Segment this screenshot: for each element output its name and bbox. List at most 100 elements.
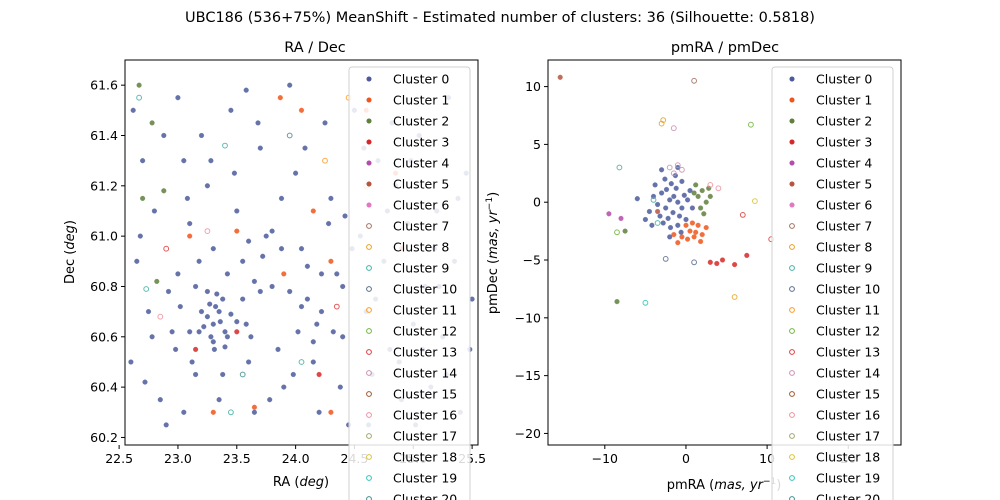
pmra-pmdec-point: [665, 215, 671, 221]
ra-dec-point: [267, 397, 273, 403]
ra-dec-point: [251, 404, 257, 410]
ra-dec-y-ticks: 60.2 60.4 60.6 60.8 61.0 61.2 61.4 61.6: [90, 78, 125, 445]
pmra-pmdec-legend-marker: [789, 202, 795, 208]
pmra-pmdec-legend-label: Cluster 13: [816, 345, 880, 360]
ra-dec-legend-marker: [366, 454, 372, 460]
ra-dec-x-tick-label: 23.5: [223, 451, 251, 466]
ra-dec-y-tick-label: 61.4: [90, 128, 118, 143]
pmra-pmdec-y-tick-label: −20: [515, 426, 541, 441]
ra-dec-legend-label: Cluster 9: [393, 261, 449, 276]
ra-dec-point: [207, 301, 213, 307]
pmra-pmdec-point: [670, 170, 677, 177]
pmra-pmdec-y-tick-label: 0: [533, 195, 541, 210]
pmra-pmdec-point: [662, 256, 669, 262]
pmra-pmdec-point: [683, 216, 689, 223]
pmra-pmdec-point: [695, 222, 701, 228]
ra-dec-point: [234, 329, 240, 335]
pmra-pmdec-point: [685, 236, 691, 242]
ra-dec-plot-frame: [124, 59, 479, 446]
pmra-pmdec-point: [679, 205, 685, 211]
ra-dec-point: [161, 132, 167, 139]
ra-dec-point: [248, 334, 254, 340]
ra-dec-point: [316, 409, 322, 415]
ra-dec-point: [204, 228, 211, 235]
ra-dec-legend-label: Cluster 6: [393, 198, 449, 213]
panel-title-pmra-pmdec: pmRA / pmDec: [671, 40, 779, 56]
pmra-pmdec-y-tick-label: −15: [515, 368, 541, 383]
ra-dec-legend-marker: [366, 328, 372, 334]
ra-dec-y-label: Dec (deg): [63, 220, 78, 284]
pmra-pmdec-legend-label: Cluster 14: [816, 366, 880, 381]
ra-dec-point: [275, 346, 281, 352]
pmra-pmdec-legend-label: Cluster 6: [816, 198, 872, 213]
pmra-pmdec-legend-label: Cluster 16: [816, 408, 880, 423]
ra-dec-point: [189, 359, 195, 365]
ra-dec-point: [169, 329, 175, 335]
ra-dec-point: [140, 158, 146, 164]
pmra-pmdec-point: [642, 216, 648, 223]
pmra-pmdec-point: [654, 220, 661, 226]
ra-dec-point: [277, 95, 283, 101]
pmra-pmdec-point: [670, 125, 677, 132]
ra-dec-point: [201, 324, 207, 330]
ra-dec-point: [163, 245, 170, 252]
ra-dec-point: [149, 120, 155, 126]
ra-dec-point: [175, 95, 181, 101]
ra-dec-point: [257, 288, 263, 295]
pmra-pmdec-point: [685, 197, 691, 203]
ra-dec-point: [193, 371, 199, 378]
pmra-pmdec-point: [714, 260, 720, 267]
pmra-pmdec-x-tick-label: 10: [759, 451, 775, 466]
pmra-pmdec-legend-marker: [789, 412, 795, 418]
pmra-pmdec-point: [660, 117, 667, 123]
pmra-pmdec-point: [691, 259, 697, 266]
pmra-pmdec-points: [557, 74, 775, 306]
pmra-pmdec-legend-marker: [789, 76, 795, 82]
ra-dec-point: [281, 271, 287, 277]
ra-dec-point: [278, 195, 285, 201]
panel-title-ra-dec: RA / Dec: [284, 40, 346, 56]
ra-dec-legend-marker: [366, 97, 372, 103]
ra-dec-point: [240, 296, 246, 302]
pmra-pmdec-legend-label: Cluster 8: [816, 240, 872, 255]
pmra-pmdec-legend-marker: [789, 265, 795, 271]
ra-dec-point: [220, 371, 226, 378]
ra-dec-legend-label: Cluster 3: [393, 135, 449, 150]
pmra-pmdec-point: [618, 215, 624, 221]
ra-dec-point: [251, 278, 257, 284]
pmra-pmdec-legend-label: Cluster 9: [816, 261, 872, 276]
pmra-pmdec-legend-label: Cluster 15: [816, 387, 880, 402]
ra-dec-point: [198, 132, 205, 139]
ra-dec-point: [328, 195, 334, 201]
pmra-pmdec-point: [681, 192, 687, 198]
ra-dec-point: [204, 183, 210, 189]
ra-dec-legend-marker: [366, 160, 372, 166]
ra-dec-point: [342, 213, 348, 219]
legend-ra-dec: Cluster 0 Cluster 1 Cluster 2 Cluster 3 Clus…: [348, 66, 471, 500]
pmra-pmdec-legend-label: Cluster 18: [816, 450, 880, 465]
ra-dec-point: [211, 346, 217, 352]
ra-dec-point: [193, 283, 199, 290]
ra-dec-point: [240, 258, 246, 264]
ra-dec-point: [290, 371, 296, 378]
pmra-pmdec-legend-marker: [789, 286, 795, 292]
ra-dec-point: [304, 263, 310, 269]
ra-dec-point: [298, 107, 305, 113]
ra-dec-point: [228, 409, 234, 416]
ra-dec-legend-marker: [366, 139, 372, 145]
ra-dec-legend-marker: [366, 118, 372, 124]
ra-dec-point: [154, 278, 160, 284]
ra-dec-point: [208, 158, 214, 164]
pmra-pmdec-point: [614, 299, 620, 305]
pmra-pmdec-point: [671, 232, 677, 238]
pmra-pmdec-point: [649, 222, 655, 228]
pmra-pmdec-point: [691, 77, 697, 84]
ra-dec-point: [302, 145, 308, 151]
pmra-pmdec-point: [655, 208, 661, 215]
pmra-pmdec-point: [642, 299, 649, 306]
ra-dec-legend-label: Cluster 11: [393, 303, 457, 318]
ra-dec-point: [157, 397, 163, 403]
pmra-pmdec-point: [673, 185, 679, 191]
pmra-pmdec-point: [659, 190, 665, 196]
ra-dec-point: [143, 286, 150, 292]
